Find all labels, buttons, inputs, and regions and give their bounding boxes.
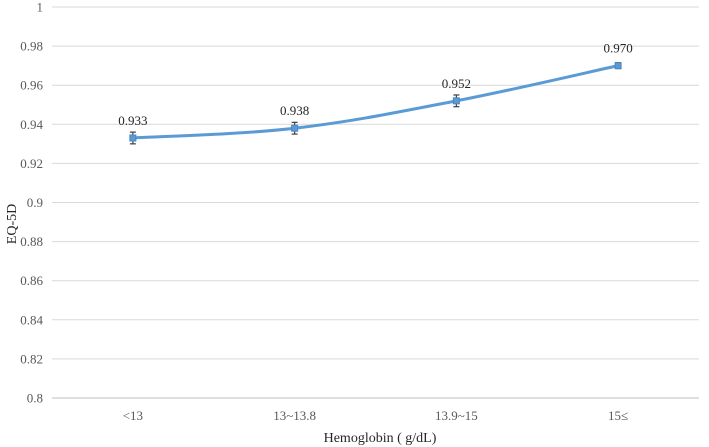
y-tick-label: 0.8 xyxy=(27,391,43,406)
y-tick-label: 0.86 xyxy=(20,273,43,288)
x-tick-label: 13.9~15 xyxy=(435,408,478,423)
data-point xyxy=(452,97,460,105)
x-axis-title: Hemoglobin ( g/dL) xyxy=(324,431,437,446)
y-tick-label: 1 xyxy=(37,0,44,15)
y-tick-label: 0.88 xyxy=(20,234,43,249)
data-label: 0.952 xyxy=(442,76,471,91)
data-label: 0.933 xyxy=(118,113,147,128)
data-label: 0.970 xyxy=(604,41,633,56)
grid xyxy=(52,6,699,360)
y-tick-label: 0.94 xyxy=(20,117,43,132)
axes: 0.8 0.82 0.84 0.86 0.88 0.9 0.92 0.94 0.96 0.98 1 <… xyxy=(20,0,699,423)
y-tick-label: 0.96 xyxy=(20,78,43,93)
data-point xyxy=(291,124,299,132)
y-tick-label: 0.92 xyxy=(20,156,43,171)
y-tick-label: 0.84 xyxy=(20,312,43,327)
y-axis-title: EQ-5D xyxy=(5,204,20,244)
y-tick-label: 0.9 xyxy=(27,195,43,210)
data-point xyxy=(129,134,137,142)
series xyxy=(129,62,622,145)
labels: 0.933 0.938 0.952 0.970 xyxy=(118,41,633,128)
x-tick-label: 15≤ xyxy=(608,408,628,423)
x-tick-label: <13 xyxy=(123,408,143,423)
data-label: 0.938 xyxy=(280,103,309,118)
y-tick-label: 0.98 xyxy=(20,39,43,54)
x-tick-label: 13~13.8 xyxy=(273,408,316,423)
y-tick-label: 0.82 xyxy=(20,351,43,366)
data-point xyxy=(614,62,622,70)
series-line xyxy=(131,64,620,140)
